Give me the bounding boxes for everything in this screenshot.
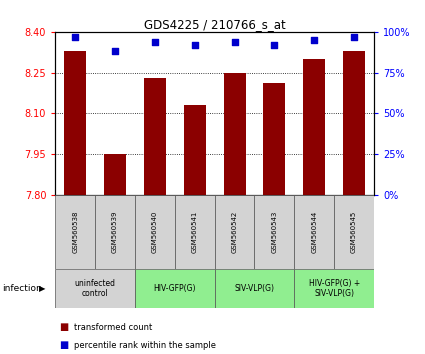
Text: transformed count: transformed count bbox=[74, 323, 153, 332]
Bar bbox=[184, 105, 206, 195]
Text: ▶: ▶ bbox=[39, 284, 45, 293]
Text: GSM560539: GSM560539 bbox=[112, 211, 118, 253]
Bar bbox=[334, 195, 374, 269]
Bar bbox=[135, 269, 215, 308]
Bar bbox=[215, 269, 294, 308]
Text: ■: ■ bbox=[60, 340, 69, 350]
Text: SIV-VLP(G): SIV-VLP(G) bbox=[235, 284, 275, 293]
Text: GSM560545: GSM560545 bbox=[351, 211, 357, 253]
Text: GSM560543: GSM560543 bbox=[272, 211, 278, 253]
Text: GSM560544: GSM560544 bbox=[311, 211, 317, 253]
Bar bbox=[343, 51, 365, 195]
Bar bbox=[215, 195, 255, 269]
Bar bbox=[294, 195, 334, 269]
Bar bbox=[135, 195, 175, 269]
Text: uninfected
control: uninfected control bbox=[75, 279, 116, 298]
Bar bbox=[64, 51, 86, 195]
Bar bbox=[294, 269, 374, 308]
Point bbox=[72, 34, 79, 40]
Point bbox=[351, 34, 357, 40]
Text: HIV-GFP(G): HIV-GFP(G) bbox=[153, 284, 196, 293]
Text: GSM560538: GSM560538 bbox=[72, 211, 78, 253]
Bar bbox=[264, 84, 285, 195]
Bar bbox=[303, 59, 325, 195]
Text: GSM560541: GSM560541 bbox=[192, 211, 198, 253]
Bar bbox=[144, 78, 166, 195]
Bar bbox=[104, 154, 126, 195]
Text: ■: ■ bbox=[60, 322, 69, 332]
Point bbox=[311, 37, 317, 43]
Point bbox=[271, 42, 278, 48]
Point bbox=[231, 39, 238, 45]
Point bbox=[151, 39, 158, 45]
Bar bbox=[95, 195, 135, 269]
Text: percentile rank within the sample: percentile rank within the sample bbox=[74, 341, 216, 350]
Bar bbox=[224, 73, 246, 195]
Bar bbox=[55, 269, 135, 308]
Point bbox=[191, 42, 198, 48]
Text: infection: infection bbox=[2, 284, 42, 293]
Bar bbox=[255, 195, 294, 269]
Bar bbox=[55, 195, 95, 269]
Text: HIV-GFP(G) +
SIV-VLP(G): HIV-GFP(G) + SIV-VLP(G) bbox=[309, 279, 360, 298]
Text: GSM560540: GSM560540 bbox=[152, 211, 158, 253]
Title: GDS4225 / 210766_s_at: GDS4225 / 210766_s_at bbox=[144, 18, 286, 31]
Text: GSM560542: GSM560542 bbox=[232, 211, 238, 253]
Bar bbox=[175, 195, 215, 269]
Point bbox=[112, 48, 119, 54]
